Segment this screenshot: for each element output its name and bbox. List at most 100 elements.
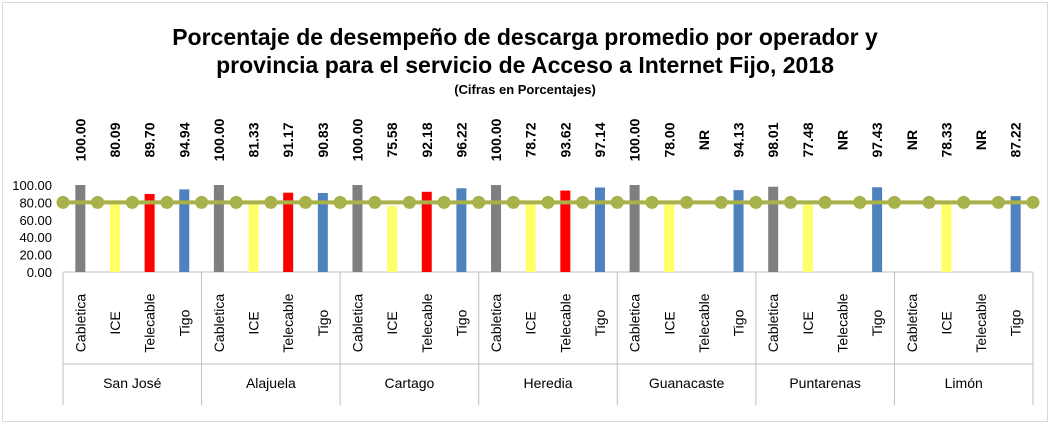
reference-marker — [680, 195, 694, 209]
reference-marker — [541, 195, 555, 209]
data-label: 97.14 — [592, 122, 608, 157]
reference-marker — [957, 195, 971, 209]
x-tick-label-operator: ICE — [800, 311, 816, 334]
na-label: NR — [696, 130, 712, 150]
y-tick-label: 40.00 — [19, 230, 52, 245]
x-tick-label-operator: Tigo — [315, 309, 331, 336]
bar-ice — [109, 202, 120, 272]
bar-ice — [941, 203, 952, 272]
bar-telecable — [421, 191, 432, 272]
data-label: 93.62 — [557, 122, 573, 157]
reference-marker — [56, 195, 70, 209]
bar-tigo — [733, 190, 744, 272]
data-label: 78.72 — [523, 122, 539, 157]
x-tick-label-operator: Tigo — [592, 309, 608, 336]
reference-marker — [368, 195, 382, 209]
data-label: 94.94 — [176, 122, 192, 157]
x-tick-label-province: Cartago — [385, 375, 435, 391]
reference-marker — [784, 195, 797, 209]
chart-subtitle: (Cifras en Porcentajes) — [454, 82, 596, 97]
x-tick-label-operator: Cabletica — [349, 294, 365, 353]
reference-marker — [1026, 195, 1040, 209]
na-label: NR — [834, 130, 850, 150]
bar-telecable — [144, 193, 155, 272]
x-tick-label-operator: Tigo — [731, 309, 747, 336]
reference-marker — [299, 195, 312, 209]
bar-tigo — [1010, 196, 1021, 272]
chart-title-line1: Porcentaje de desempeño de descarga prom… — [172, 24, 878, 50]
bar-tigo — [594, 187, 605, 272]
bar-ice — [387, 206, 398, 272]
x-tick-label-operator: Tigo — [453, 309, 469, 336]
y-tick-label: 60.00 — [19, 213, 52, 228]
x-tick-label-operator: Cabletica — [765, 294, 781, 353]
reference-marker — [818, 195, 832, 209]
x-tick-label-operator: Telecable — [419, 293, 435, 352]
reference-marker — [922, 195, 936, 209]
x-tick-label-operator: ICE — [384, 311, 400, 334]
x-tick-label-operator: Telecable — [973, 293, 989, 352]
bar-tigo — [317, 192, 328, 272]
data-label: 89.70 — [142, 122, 158, 157]
reference-marker — [91, 195, 105, 209]
reference-marker — [991, 195, 1005, 209]
data-label: 98.01 — [765, 122, 781, 157]
bar-tigo — [179, 189, 190, 272]
y-tick-label: 80.00 — [19, 195, 52, 210]
x-tick-label-operator: Telecable — [834, 293, 850, 352]
bar-ice — [802, 204, 813, 272]
x-tick-label-province: Limón — [945, 375, 983, 391]
reference-marker — [402, 195, 416, 209]
reference-marker — [887, 195, 901, 209]
bar-ice — [664, 204, 675, 272]
x-tick-label-operator: ICE — [661, 311, 677, 334]
x-tick-label-operator: Tigo — [869, 309, 885, 336]
data-label: 78.00 — [661, 122, 677, 157]
x-tick-label-operator: Cabletica — [72, 294, 88, 353]
reference-marker — [229, 195, 243, 209]
reference-marker — [125, 195, 139, 209]
x-tick-label-operator: Telecable — [142, 293, 158, 352]
x-tick-label-operator: ICE — [246, 311, 262, 334]
bar-cabletica — [75, 185, 86, 272]
y-tick-label: 100.00 — [12, 178, 52, 193]
data-label: 78.33 — [938, 122, 954, 157]
data-label: 87.22 — [1008, 122, 1024, 157]
reference-marker — [853, 195, 867, 209]
y-tick-label: 20.00 — [19, 248, 52, 263]
data-label: 100.00 — [349, 118, 365, 161]
reference-marker — [645, 195, 659, 209]
data-label: 90.83 — [315, 122, 331, 157]
na-label: NR — [904, 130, 920, 150]
x-tick-label-operator: Cabletica — [627, 294, 643, 353]
x-tick-label-operator: ICE — [523, 311, 539, 334]
bar-tigo — [872, 187, 883, 272]
x-tick-label-operator: Telecable — [696, 293, 712, 352]
reference-marker — [610, 195, 624, 209]
data-label: 96.22 — [453, 122, 469, 157]
x-tick-label-province: Alajuela — [246, 375, 296, 391]
x-tick-label-operator: Cabletica — [488, 294, 504, 353]
data-label: 100.00 — [211, 118, 227, 161]
bar-cabletica — [629, 185, 640, 272]
bar-cabletica — [352, 185, 363, 272]
x-tick-label-province: Guanacaste — [649, 375, 725, 391]
x-tick-label-operator: Cabletica — [211, 294, 227, 353]
x-tick-label-operator: ICE — [107, 311, 123, 334]
data-label: 100.00 — [627, 118, 643, 161]
reference-marker — [749, 195, 763, 209]
bar-telecable — [560, 190, 571, 272]
bar-cabletica — [491, 185, 502, 272]
data-label: 77.48 — [800, 122, 816, 157]
reference-marker — [264, 195, 278, 209]
data-label: 75.58 — [384, 122, 400, 157]
reference-marker — [506, 195, 520, 209]
reference-marker — [576, 195, 590, 209]
reference-marker — [714, 195, 728, 209]
bar-ice — [248, 201, 259, 272]
x-tick-label-operator: ICE — [938, 311, 954, 334]
x-tick-label-operator: Cabletica — [904, 294, 920, 353]
reference-marker — [333, 195, 347, 209]
bar-cabletica — [213, 185, 224, 272]
x-tick-label-operator: Telecable — [280, 293, 296, 352]
